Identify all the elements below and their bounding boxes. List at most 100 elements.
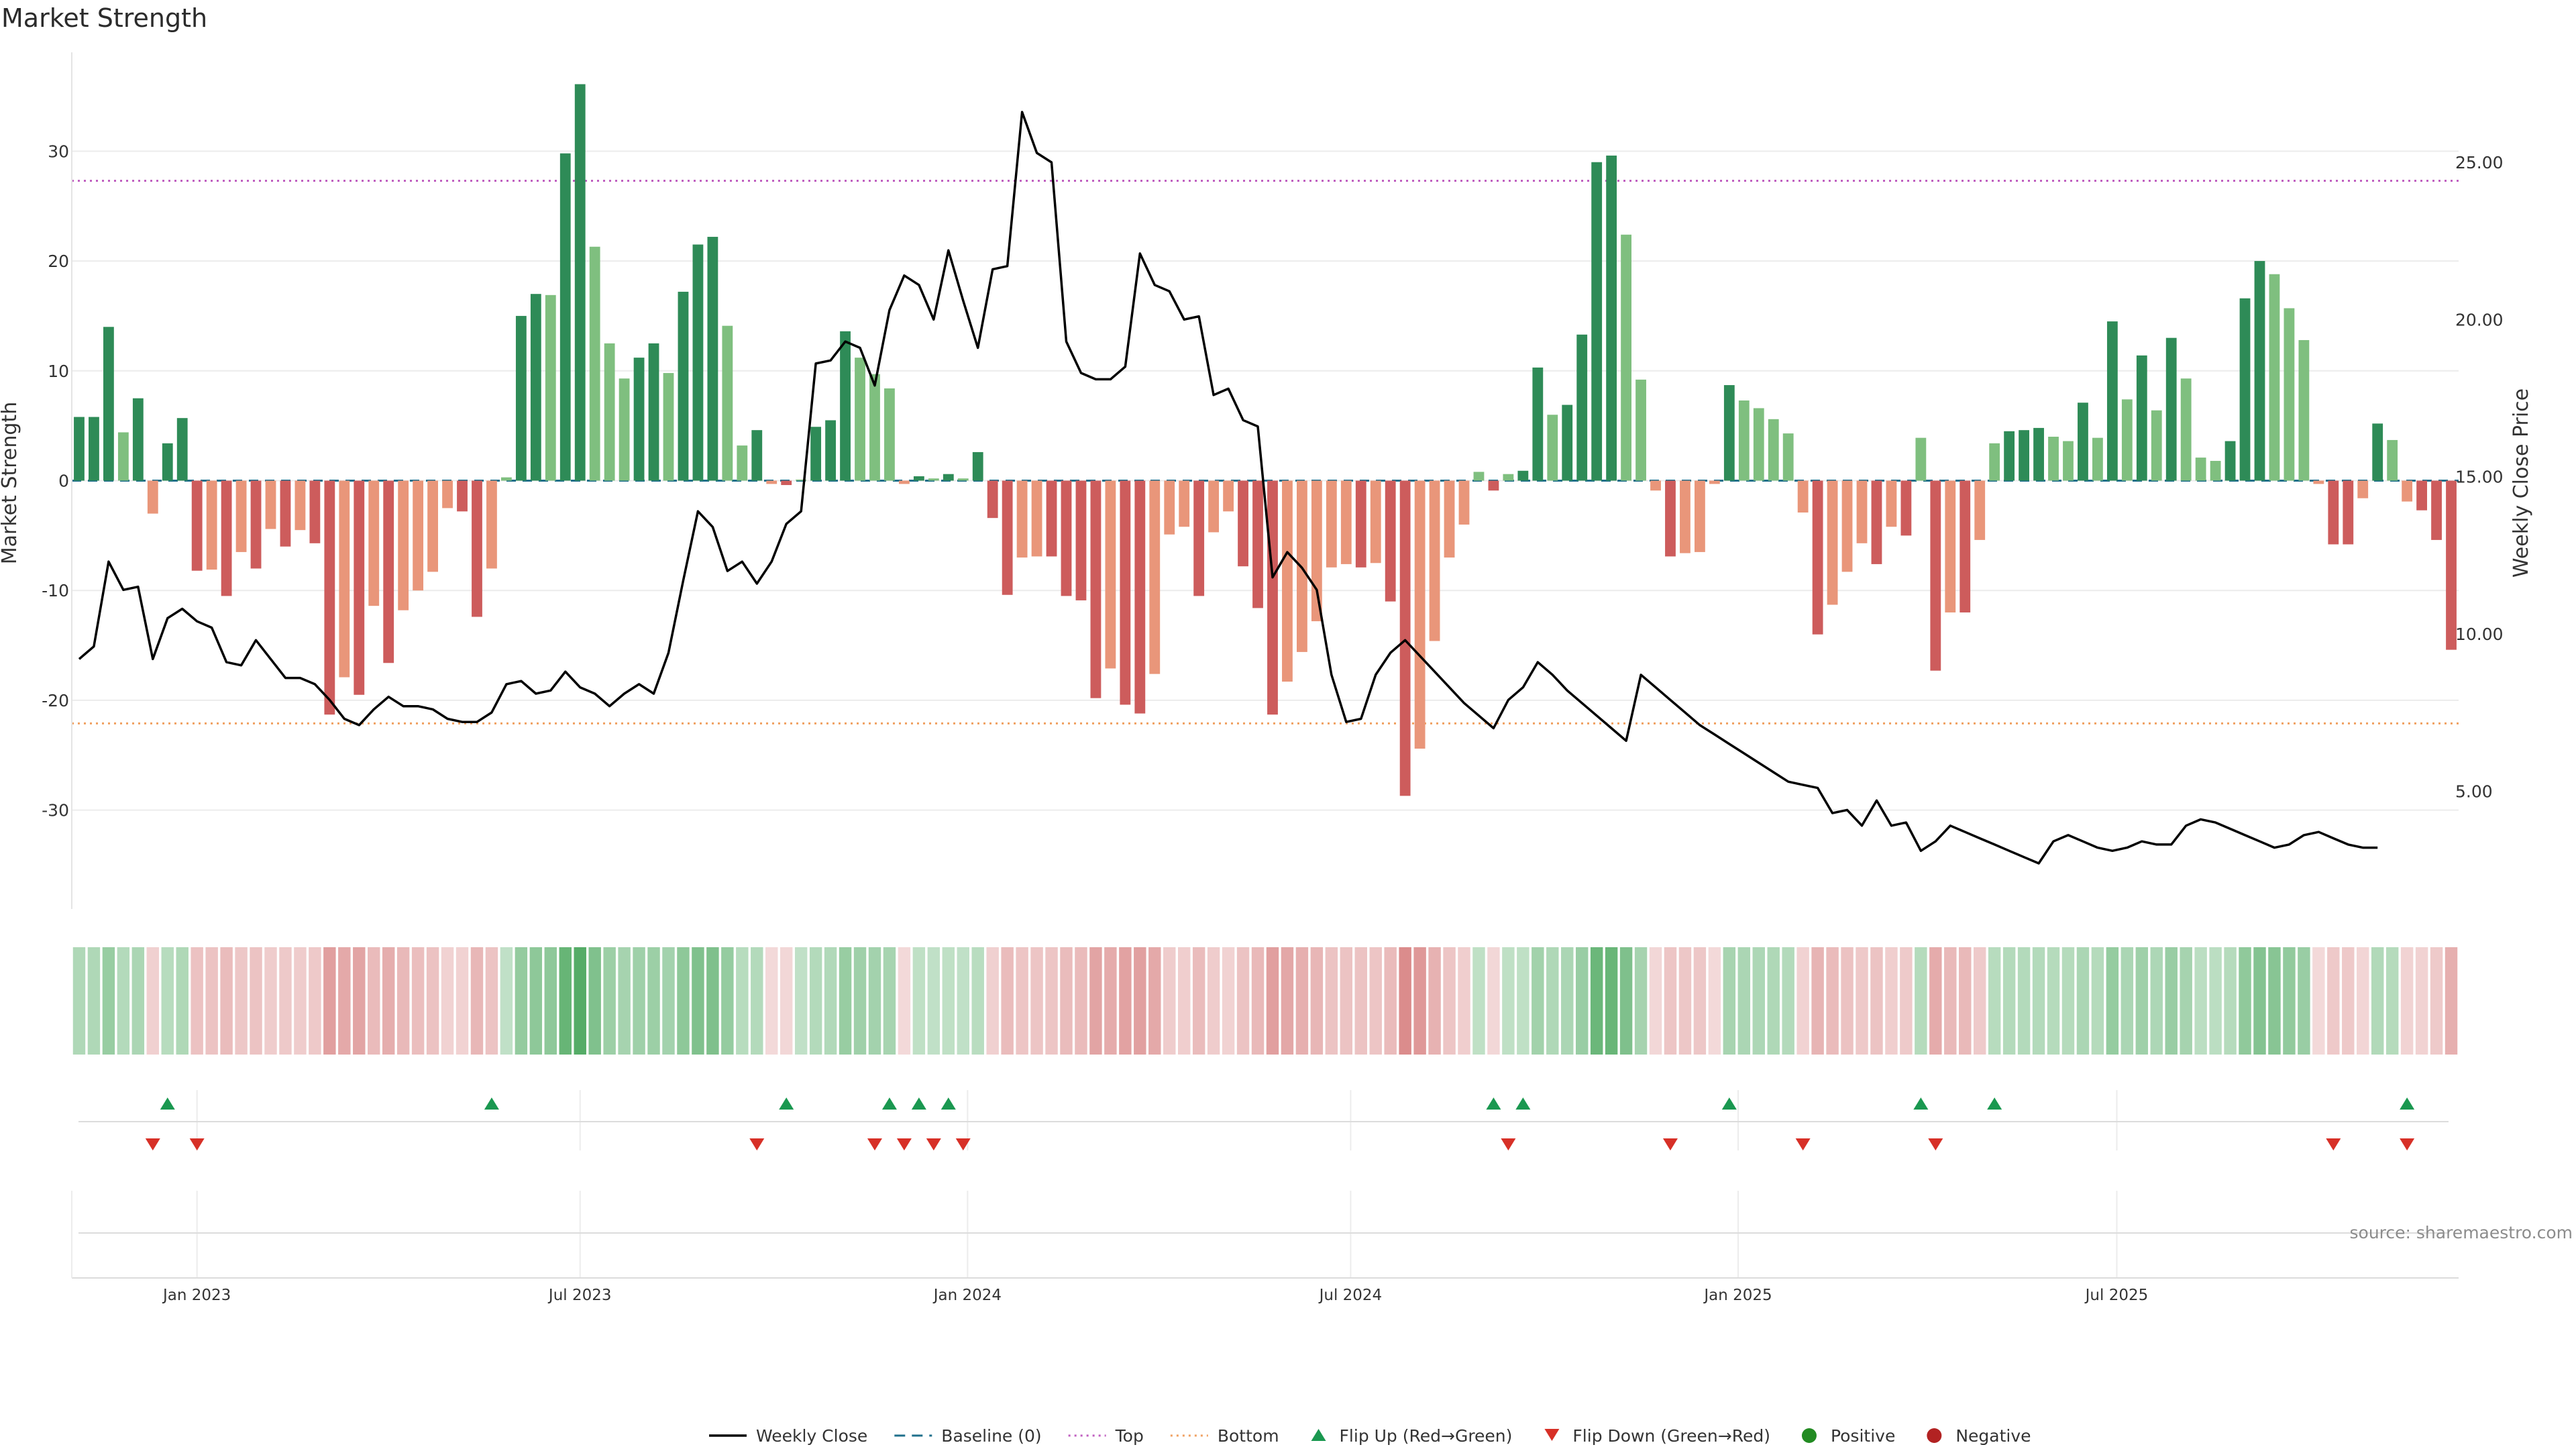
heat-cell [603,947,616,1055]
heat-cell [515,947,528,1055]
strength-bar [1179,480,1190,527]
heat-cell [2327,947,2340,1055]
strength-bar [2387,439,2398,481]
legend: Weekly Close Baseline (0) Top Bottom Flip Up… [709,1426,2031,1446]
heat-cell [1045,947,1058,1055]
strength-bar [1680,480,1690,553]
reference-lines [72,180,2459,724]
heat-cell [1546,947,1559,1055]
heat-cell [957,947,969,1055]
strength-bar [1016,480,1028,558]
strength-bars [74,84,2457,796]
heat-cell [1192,947,1205,1055]
strength-bar [692,244,704,481]
strength-bar [1930,480,1941,671]
strength-bar [1812,480,1823,635]
heat-cell [470,947,484,1055]
strength-bar [1723,385,1735,481]
strength-bar [89,417,99,481]
strength-bar [235,480,247,552]
x-tick-label: Jul 2025 [2084,1287,2149,1304]
heat-cell [1207,947,1220,1055]
heat-cell [1929,947,1942,1055]
heat-cell [1089,947,1102,1055]
strength-heat-strip [72,947,2458,1055]
strength-bar [132,398,144,481]
strength-bar [117,432,129,481]
flip-down-marker [926,1138,941,1150]
heat-cell [839,947,852,1055]
strength-bar [354,480,365,695]
legend-swatch-down [1544,1429,1560,1441]
y2-tick-label: 20.00 [2455,310,2504,329]
strength-bar [515,315,527,481]
strength-bar [1385,480,1396,602]
strength-bar [1046,480,1057,557]
heat-cell [2239,947,2251,1055]
heat-cell [1767,947,1780,1055]
y-tick-label: 10 [48,362,69,381]
heat-cell [1561,947,1574,1055]
strength-bar [2372,423,2383,481]
heat-cell [1458,947,1470,1055]
flip-up-marker [484,1097,499,1110]
strength-bar [1576,334,1588,481]
heat-cell [927,947,941,1055]
strength-bar [2446,480,2457,650]
heat-cell [794,947,808,1055]
heat-cell [1811,947,1824,1055]
strength-bar [206,480,217,570]
y-tick-label: 30 [48,142,69,161]
heat-cell [1134,947,1146,1055]
heat-cell [2268,947,2281,1055]
legend-swatch-negative [1927,1428,1942,1443]
strength-bar [1945,480,1956,612]
strength-bar [2180,378,2192,481]
legend-label: Flip Up (Red→Green) [1340,1426,1513,1446]
heat-cell [117,947,130,1055]
heat-cell [2002,947,2016,1055]
heat-cell [1959,947,1972,1055]
strength-bar [2269,274,2280,481]
strength-bar [840,331,851,481]
strength-bar [855,358,865,481]
legend-label: Baseline (0) [941,1426,1041,1446]
strength-bar [1399,480,1411,796]
heat-cell [309,947,321,1055]
legend-label: Bottom [1218,1426,1279,1446]
x-tick-label: Jul 2024 [1318,1287,1383,1304]
strength-bar [1886,480,1897,527]
heat-cell [2445,947,2458,1055]
weekly-close-path [78,111,2378,865]
strength-bar [619,378,630,481]
heat-cell [235,947,248,1055]
heat-cell [1856,947,1868,1055]
heat-cell [706,947,719,1055]
heat-cell [1163,947,1176,1055]
strength-bar [2121,399,2133,481]
strength-bar [427,480,438,572]
heat-cell [485,947,498,1055]
strength-bar [1090,480,1102,698]
strength-bar [1134,480,1146,714]
heat-cell [1075,947,1087,1055]
heat-cell [780,947,793,1055]
heat-cell [2121,947,2134,1055]
heat-cell [1885,947,1898,1055]
x-tick-label: Jan 2025 [1703,1287,1772,1304]
strength-bar [1768,419,1779,481]
x-tick-label: Jan 2024 [932,1287,1002,1304]
strength-bar [2328,480,2339,545]
heat-cell [2076,947,2090,1055]
strength-bar [1562,405,1573,481]
heat-cell [1590,947,1603,1055]
strength-bar [972,451,983,481]
legend-label: Top [1115,1426,1144,1446]
strength-bar [2136,355,2147,481]
y-tick-label: -10 [42,581,69,600]
strength-bar [324,480,335,715]
strength-bar [1827,480,1838,605]
heat-cell [1472,947,1485,1055]
strength-bar [280,480,291,547]
